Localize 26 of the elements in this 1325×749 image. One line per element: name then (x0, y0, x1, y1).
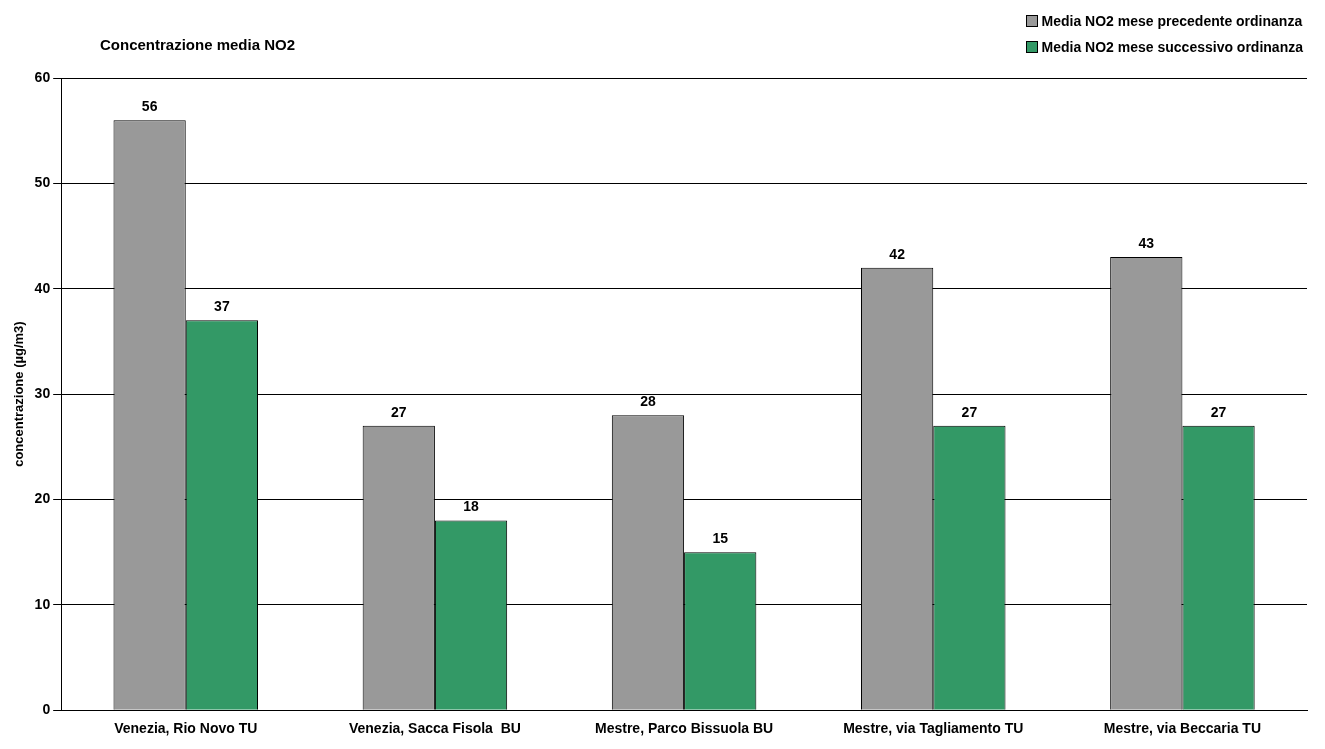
data-label: 27 (1210, 403, 1227, 420)
data-label: 56 (141, 98, 158, 115)
chart-title: Concentrazione media NO2 (100, 36, 296, 53)
legend-label: Media NO2 mese successivo ordinanza (1041, 39, 1303, 55)
data-label: 42 (889, 245, 906, 262)
x-tick-label: Venezia, Rio Novo TU (114, 720, 258, 737)
data-label: 18 (463, 498, 480, 515)
y-tick-label: 0 (42, 701, 51, 718)
x-tick-label: Mestre, via Tagliamento TU (843, 720, 1024, 737)
data-label: 27 (391, 403, 407, 420)
y-tick-label: 10 (34, 595, 51, 612)
y-tick-label: 40 (34, 279, 51, 296)
data-label: 37 (214, 298, 230, 315)
x-tick-label: Venezia, Sacca Fisola BU (348, 720, 521, 737)
data-label: 15 (712, 530, 729, 547)
x-tick-label: Mestre, Parco Bissuola BU (595, 720, 774, 737)
data-label: 27 (961, 403, 978, 420)
y-tick-label: 30 (34, 384, 51, 401)
y-axis-title: concentrazione (µg/m3) (11, 321, 27, 467)
x-tick-label: Mestre, via Beccaria TU (1103, 720, 1262, 737)
data-label: 43 (1138, 234, 1155, 251)
y-tick-label: 60 (34, 68, 51, 85)
legend-label: Media NO2 mese precedente ordinanza (1041, 13, 1303, 29)
data-label: 28 (640, 393, 656, 410)
y-tick-label: 50 (34, 174, 51, 191)
y-tick-label: 20 (34, 490, 51, 507)
